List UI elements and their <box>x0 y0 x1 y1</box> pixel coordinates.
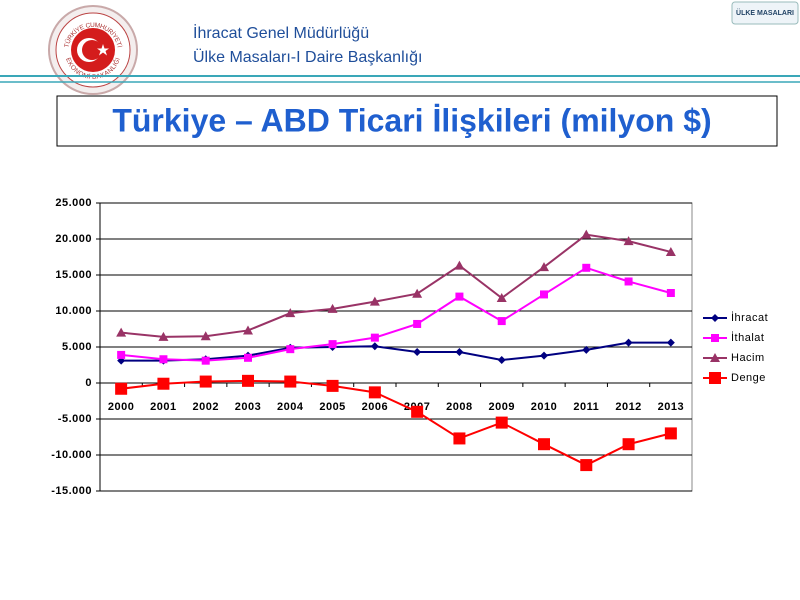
marker <box>411 405 424 418</box>
legend-label: Denge <box>731 372 766 384</box>
marker <box>624 338 633 347</box>
x-tick-label: 2009 <box>488 401 514 413</box>
x-tick-label: 2005 <box>319 401 345 413</box>
marker <box>244 353 252 362</box>
badge-text: ÜLKE MASALARI <box>736 8 794 17</box>
marker <box>284 375 297 388</box>
legend-label: İthalat <box>731 331 764 344</box>
slide-title: Türkiye – ABD Ticari İlişkileri (milyon … <box>112 102 711 138</box>
marker <box>664 427 677 440</box>
chart: -15.000 -10.000 -5.000 0 5.000 10.000 15.000 20… <box>51 197 768 497</box>
marker <box>326 379 339 392</box>
marker <box>201 356 210 365</box>
marker <box>157 377 170 390</box>
marker <box>582 263 591 272</box>
marker <box>624 277 633 286</box>
x-tick-label: 2000 <box>108 401 134 413</box>
marker <box>454 260 465 270</box>
marker <box>413 348 422 357</box>
legend-label: İhracat <box>731 311 768 324</box>
title-box <box>56 95 778 147</box>
legend-label: Hacim <box>731 352 765 364</box>
marker <box>369 296 380 306</box>
marker <box>497 355 506 364</box>
marker <box>455 348 464 357</box>
series-line <box>121 379 672 467</box>
marker <box>158 331 169 341</box>
marker <box>496 293 507 303</box>
legend-marker <box>711 334 719 342</box>
logo-crescent-cut <box>82 40 102 60</box>
y-tick-label: -10.000 <box>51 449 92 461</box>
y-tick-label: -5.000 <box>58 413 92 425</box>
header-line: Ülke Masaları-I Daire Başkanlığı <box>193 48 422 66</box>
marker <box>242 374 254 387</box>
x-tick-label: 2013 <box>658 401 684 413</box>
marker <box>540 290 548 299</box>
marker <box>243 325 253 335</box>
series-line <box>121 341 671 362</box>
x-tick-label: 2001 <box>150 401 176 413</box>
marker <box>200 331 211 341</box>
x-tick-label: 2012 <box>615 401 641 413</box>
marker <box>368 386 381 399</box>
marker <box>370 342 379 351</box>
marker <box>665 246 676 256</box>
x-tick-label: 2010 <box>531 401 557 413</box>
x-tick-label: 2008 <box>446 401 472 413</box>
logo-star <box>97 44 109 56</box>
y-tick-label: 5.000 <box>62 341 92 353</box>
marker <box>286 345 295 354</box>
marker <box>370 333 379 342</box>
marker <box>453 432 466 445</box>
marker <box>159 355 168 364</box>
x-tick-label: 2011 <box>573 401 599 413</box>
marker <box>581 229 592 239</box>
marker <box>538 438 550 451</box>
marker <box>582 345 591 354</box>
series-line <box>121 233 672 338</box>
badge <box>731 1 799 25</box>
marker <box>413 319 422 328</box>
marker <box>497 317 506 326</box>
marker <box>328 340 337 349</box>
y-tick-label: 10.000 <box>55 305 92 317</box>
marker <box>666 338 675 347</box>
y-tick-label: -15.000 <box>51 485 92 497</box>
y-tick-label: 20.000 <box>55 233 92 245</box>
marker <box>412 288 423 298</box>
series-line <box>121 266 672 362</box>
marker <box>199 375 212 388</box>
marker <box>285 308 296 318</box>
y-tick-label: 25.000 <box>55 197 92 209</box>
marker <box>666 289 675 297</box>
header-line: İhracat Genel Müdürlüğü <box>193 23 369 42</box>
marker <box>540 351 548 360</box>
marker <box>623 236 634 246</box>
legend-marker <box>709 372 721 384</box>
legend-marker <box>710 353 720 362</box>
marker <box>117 350 126 359</box>
legend-marker <box>711 314 719 322</box>
marker <box>116 327 127 337</box>
x-tick-label: 2002 <box>192 401 218 413</box>
y-tick-label: 0 <box>85 377 92 389</box>
x-tick-label: 2003 <box>235 401 261 413</box>
x-tick-label: 2006 <box>362 401 388 413</box>
marker <box>495 416 508 429</box>
y-tick-label: 15.000 <box>55 269 92 281</box>
marker <box>455 292 464 301</box>
marker <box>539 262 549 272</box>
marker <box>622 438 635 451</box>
marker <box>115 382 128 395</box>
marker <box>327 303 338 313</box>
x-tick-label: 2004 <box>277 401 304 413</box>
marker <box>580 459 593 472</box>
